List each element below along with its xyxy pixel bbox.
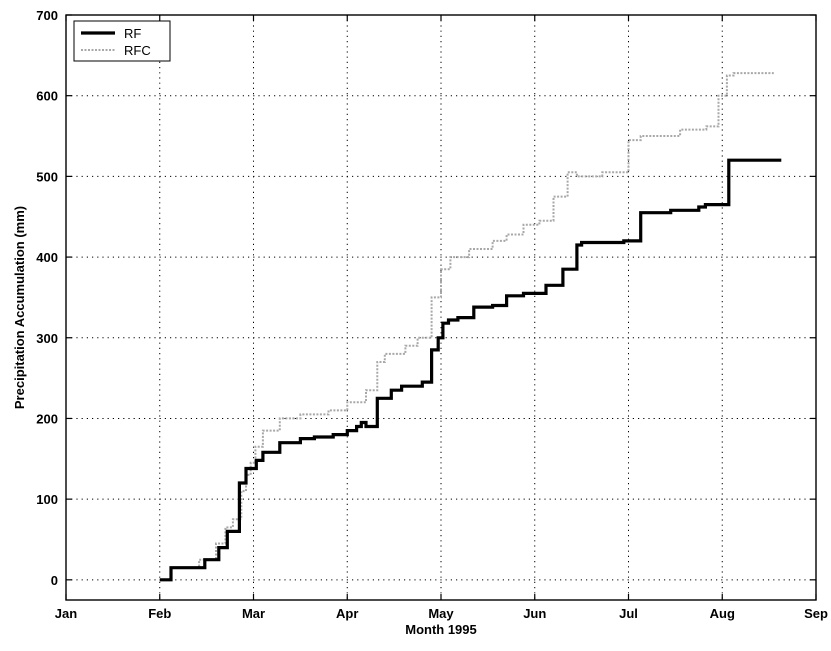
x-tick-label: Jun — [523, 606, 546, 621]
series-line-rfc — [159, 72, 774, 581]
y-tick-label: 700 — [36, 8, 58, 23]
legend-box — [73, 20, 171, 62]
y-tick-label: 400 — [36, 250, 58, 265]
y-axis-label: Precipitation Accumulation (mm) — [12, 206, 27, 409]
legend-label-rfc: RFC — [124, 43, 151, 58]
x-tick-label: Feb — [148, 606, 171, 621]
ticks — [65, 14, 817, 600]
x-tick-label: May — [428, 606, 454, 621]
y-tick-label: 0 — [51, 573, 58, 588]
grid — [66, 15, 816, 600]
x-axis-label: Month 1995 — [405, 622, 477, 637]
y-tick-label: 500 — [36, 169, 58, 184]
y-tick-label: 600 — [36, 89, 58, 104]
series-layer — [159, 72, 782, 582]
legend-label-rf: RF — [124, 26, 141, 41]
series-line-rf — [159, 158, 782, 582]
y-tick-label: 300 — [36, 331, 58, 346]
x-tick-label: Jul — [619, 606, 638, 621]
x-tick-label: Mar — [242, 606, 265, 621]
x-tick-label: Sep — [804, 606, 828, 621]
legend: RF RFC — [73, 20, 171, 62]
x-tick-label: Apr — [336, 606, 358, 621]
y-tick-label: 100 — [36, 492, 58, 507]
x-tick-label: Aug — [710, 606, 735, 621]
y-tick-label: 200 — [36, 411, 58, 426]
tick-labels: Jan Feb Mar Apr May Jun Jul Aug Sep 0 100 200 300 400… — [36, 8, 828, 621]
x-tick-label: Jan — [55, 606, 77, 621]
